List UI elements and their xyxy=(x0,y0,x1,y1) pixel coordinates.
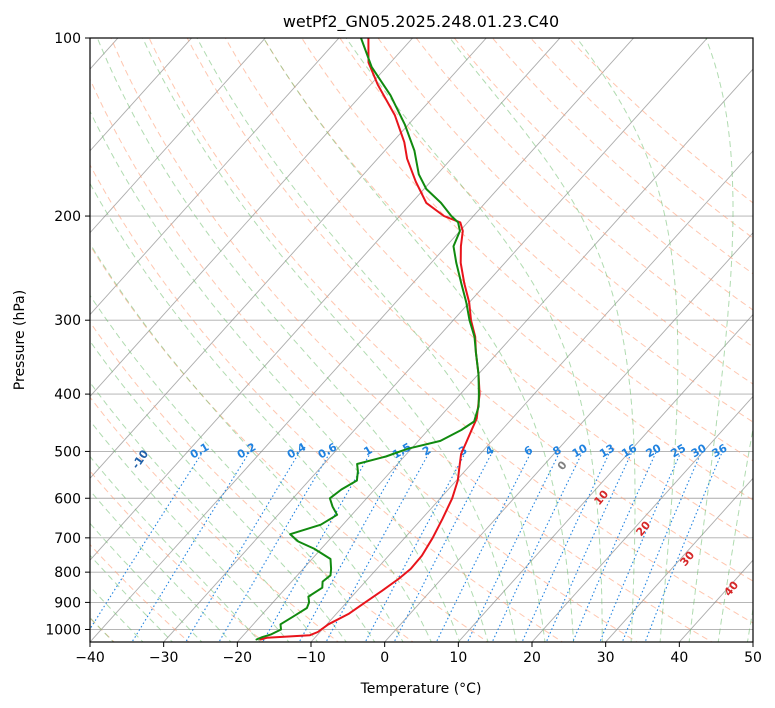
moist-adiabat xyxy=(90,110,461,642)
x-tick-label: −10 xyxy=(296,650,326,666)
dry-adiabat xyxy=(148,38,753,624)
mixing-ratio-line xyxy=(218,451,332,642)
mixing-ratio-lines xyxy=(90,451,723,642)
mixing-ratio-line xyxy=(364,451,467,642)
dewpoint-profile-line xyxy=(255,38,480,641)
isotherm-line xyxy=(90,38,193,152)
dry-adiabat xyxy=(90,321,414,642)
dry-adiabat xyxy=(90,78,639,642)
isotherm-line xyxy=(605,477,753,642)
x-axis-label: Temperature (°C) xyxy=(360,681,482,697)
moist-adiabat xyxy=(263,38,575,642)
isotherm-line xyxy=(163,38,708,642)
moist-adiabat xyxy=(96,38,489,642)
dry-adiabat xyxy=(186,38,753,582)
y-axis-label: Pressure (hPa) xyxy=(12,290,28,390)
y-tick-label: 600 xyxy=(54,491,81,507)
isotherm-line xyxy=(90,38,340,316)
y-tick-label: 300 xyxy=(54,313,81,329)
dry-adiabat xyxy=(491,38,753,275)
isotherm-line xyxy=(457,313,753,642)
sounding-series xyxy=(255,38,481,641)
dry-adiabat xyxy=(415,38,753,348)
x-tick-label: 30 xyxy=(597,650,615,666)
y-tick-label: 800 xyxy=(54,565,81,581)
dry-adiabats xyxy=(90,38,753,642)
mixing-ratio-line xyxy=(131,451,251,642)
x-tick-label: 40 xyxy=(670,650,688,666)
moist-adiabat xyxy=(196,38,546,642)
mixing-ratio-line xyxy=(325,451,431,642)
y-tick-label: 900 xyxy=(54,595,81,611)
moist-adiabat xyxy=(449,38,636,642)
moist-adiabat xyxy=(90,242,404,642)
y-tick-label: 700 xyxy=(54,531,81,547)
moist-adiabats xyxy=(90,38,753,642)
mixing-ratio-line xyxy=(491,451,584,642)
y-tick-label: 400 xyxy=(54,387,81,403)
dry-adiabat xyxy=(339,38,753,423)
moist-adiabat xyxy=(90,419,290,642)
dry-adiabat xyxy=(224,38,753,541)
moist-adiabat xyxy=(90,381,319,642)
moist-adiabat xyxy=(142,38,517,642)
mixing-ratio-line xyxy=(621,451,703,642)
mixing-ratio-line xyxy=(393,451,494,642)
moist-adiabat xyxy=(345,38,603,642)
isotherm-line xyxy=(531,395,753,642)
temperature-profile-line xyxy=(259,38,481,641)
isotherm-line xyxy=(90,38,266,234)
dry-adiabat xyxy=(90,470,265,642)
y-tick-label: 500 xyxy=(54,444,81,460)
mixing-ratio-line xyxy=(90,451,204,631)
mixing-ratio-line xyxy=(466,451,561,642)
moist-adiabat xyxy=(688,38,734,642)
isotherm-line xyxy=(384,232,753,642)
moist-adiabat xyxy=(90,294,376,642)
y-tick-label: 1000 xyxy=(45,622,81,638)
dry-adiabat xyxy=(263,38,753,501)
x-tick-label: 0 xyxy=(380,650,389,666)
plot-frame xyxy=(89,37,754,643)
dry-adiabat xyxy=(301,38,753,462)
mixing-ratio-line xyxy=(644,451,723,642)
moist-adiabat xyxy=(90,455,261,642)
isotherm-line xyxy=(90,38,561,561)
x-tick-label: −20 xyxy=(223,650,253,666)
x-tick-label: 20 xyxy=(523,650,541,666)
mixing-ratio-line xyxy=(599,451,682,642)
dry-adiabat xyxy=(453,38,753,311)
moist-adiabat xyxy=(576,38,679,642)
isotherm-line xyxy=(236,68,753,642)
chart-title: wetPf2_GN05.2025.248.01.23.C40 xyxy=(283,12,559,32)
x-axis-ticks: −40 −30 −20 −10 0 10 20 30 40 50 xyxy=(75,642,762,666)
x-tick-label: 10 xyxy=(449,650,467,666)
moist-adiabat xyxy=(90,340,347,642)
x-tick-label: −40 xyxy=(75,650,105,666)
y-tick-label: 100 xyxy=(54,31,81,47)
isotherm-line xyxy=(90,38,414,398)
x-tick-label: 50 xyxy=(744,650,762,666)
dry-adiabat xyxy=(110,38,713,642)
x-tick-label: −30 xyxy=(149,650,179,666)
y-axis-ticks: 100 200 300 400 500 600 700 800 900 1000 xyxy=(45,31,90,638)
y-tick-label: 200 xyxy=(54,209,81,225)
isotherm-line xyxy=(90,38,635,642)
moist-adiabat xyxy=(717,426,753,642)
isotherm-line xyxy=(310,150,753,642)
